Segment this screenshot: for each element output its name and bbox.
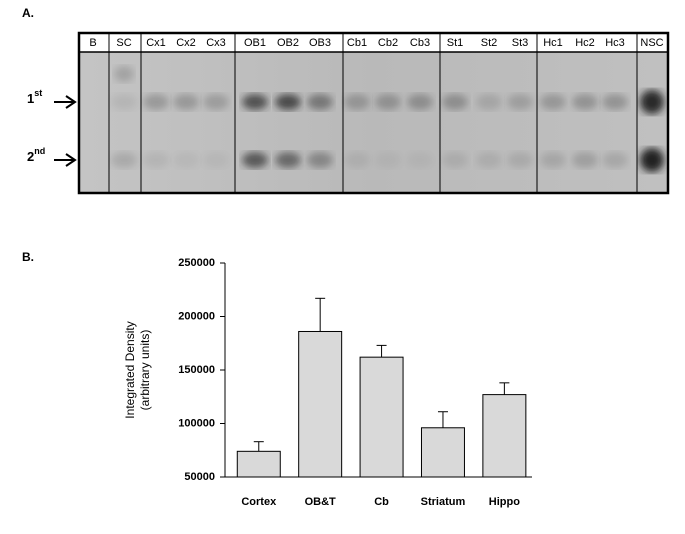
panel-label: A. xyxy=(22,6,34,20)
chart: 50000 100000 150000 200000 250000 Integrated … xyxy=(123,257,532,508)
bar xyxy=(482,394,527,478)
band xyxy=(275,94,301,110)
y-axis-label: (arbitrary units) xyxy=(138,330,152,411)
band-label: 2nd xyxy=(27,146,45,164)
lane-label: St1 xyxy=(447,37,464,49)
band xyxy=(442,152,468,168)
lane-label: Cx3 xyxy=(206,37,226,49)
band xyxy=(507,152,533,168)
band xyxy=(375,94,401,110)
arrow-head xyxy=(65,95,77,109)
band xyxy=(344,94,370,110)
band xyxy=(540,94,566,110)
band xyxy=(143,94,169,110)
band xyxy=(476,94,502,110)
band xyxy=(375,152,401,168)
lane-label: Hc1 xyxy=(543,37,563,49)
arrow-head xyxy=(65,153,77,167)
lane-label: St3 xyxy=(512,37,529,49)
lane-label: Cx1 xyxy=(146,37,166,49)
lane-label: SC xyxy=(116,37,131,49)
band xyxy=(640,148,664,172)
band xyxy=(407,94,433,110)
lane-label: OB2 xyxy=(277,37,299,49)
lane-label: OB3 xyxy=(309,37,331,49)
band xyxy=(307,94,333,110)
lane-label: St2 xyxy=(481,37,498,49)
lane-label: Hc3 xyxy=(605,37,625,49)
gel-frame xyxy=(77,31,670,195)
band xyxy=(602,94,628,110)
band xyxy=(540,152,566,168)
band xyxy=(442,94,468,110)
gel: B SC Cx1 Cx2 Cx3 OB1 OB2 OB3 Cb1 Cb2 Cb3 St1 St2 St3 H… xyxy=(27,31,670,195)
lane-label: Cb3 xyxy=(410,37,430,49)
band xyxy=(407,152,433,168)
band xyxy=(572,94,598,110)
band xyxy=(507,94,533,110)
band xyxy=(476,152,502,168)
lane-label: OB1 xyxy=(244,37,266,49)
x-tick-label: Cb xyxy=(374,496,389,508)
y-tick-label: 150000 xyxy=(178,364,215,376)
y-tick-label: 200000 xyxy=(178,310,215,322)
bar xyxy=(298,330,343,478)
band xyxy=(111,152,137,168)
bar xyxy=(236,450,281,478)
panel-label: B. xyxy=(22,250,34,264)
x-tick-label: Striatum xyxy=(421,496,466,508)
lane-label: Cb1 xyxy=(347,37,367,49)
band xyxy=(344,152,370,168)
band xyxy=(242,152,268,168)
band xyxy=(203,152,229,168)
band xyxy=(307,152,333,168)
band xyxy=(602,152,628,168)
band xyxy=(114,66,134,82)
lane-label: Hc2 xyxy=(575,37,595,49)
y-tick-label: 100000 xyxy=(178,417,215,429)
x-tick-label: Hippo xyxy=(489,496,520,508)
band xyxy=(173,94,199,110)
lane-label: Cb2 xyxy=(378,37,398,49)
y-tick-label: 50000 xyxy=(184,471,215,483)
x-tick-label: Cortex xyxy=(241,496,277,508)
y-axis-label: Integrated Density xyxy=(123,321,137,418)
band xyxy=(640,90,664,114)
y-tick-label: 250000 xyxy=(178,257,215,269)
band xyxy=(203,94,229,110)
band xyxy=(143,152,169,168)
lane-label: B xyxy=(89,37,96,49)
bar xyxy=(420,427,465,478)
band xyxy=(572,152,598,168)
band xyxy=(173,152,199,168)
gel-image xyxy=(79,52,668,193)
band xyxy=(242,94,268,110)
lane-label: NSC xyxy=(640,37,663,49)
bar xyxy=(359,356,404,478)
band xyxy=(275,152,301,168)
x-tick-label: OB&T xyxy=(305,496,336,508)
lane-label: Cx2 xyxy=(176,37,196,49)
band xyxy=(111,94,137,110)
band-label: 1st xyxy=(27,88,42,106)
